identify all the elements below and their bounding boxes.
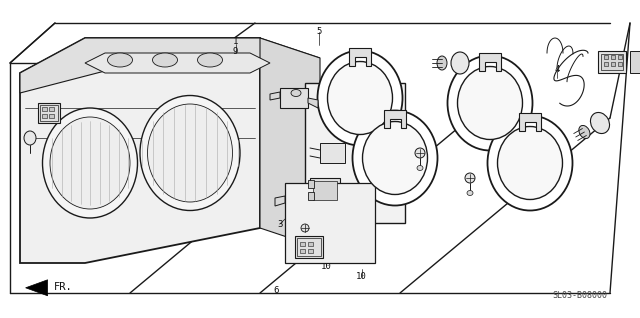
Bar xyxy=(38,103,60,123)
Ellipse shape xyxy=(488,115,573,211)
Ellipse shape xyxy=(24,131,36,145)
Bar xyxy=(310,178,340,203)
Polygon shape xyxy=(349,48,371,66)
Text: 1: 1 xyxy=(233,37,238,46)
Text: 7: 7 xyxy=(401,170,406,179)
Polygon shape xyxy=(20,38,260,263)
Ellipse shape xyxy=(140,95,240,211)
Ellipse shape xyxy=(317,51,403,146)
Polygon shape xyxy=(26,280,47,296)
Polygon shape xyxy=(260,38,320,248)
Polygon shape xyxy=(20,38,320,93)
Ellipse shape xyxy=(301,224,309,232)
Bar xyxy=(308,192,314,200)
Ellipse shape xyxy=(591,113,609,134)
Bar xyxy=(598,51,626,73)
Bar xyxy=(611,55,615,59)
Bar xyxy=(49,114,54,118)
Ellipse shape xyxy=(328,61,392,135)
Ellipse shape xyxy=(50,117,130,209)
Ellipse shape xyxy=(458,66,522,140)
Text: 2: 2 xyxy=(346,190,351,199)
Bar xyxy=(305,83,405,223)
Text: 4: 4 xyxy=(554,66,559,74)
Text: 8: 8 xyxy=(196,117,201,126)
Polygon shape xyxy=(308,98,318,108)
Text: 10: 10 xyxy=(321,262,332,271)
Text: SL03-B08000: SL03-B08000 xyxy=(552,292,607,301)
Polygon shape xyxy=(270,92,280,100)
Bar xyxy=(313,181,337,200)
Text: 10: 10 xyxy=(356,272,367,281)
Ellipse shape xyxy=(417,165,423,170)
Ellipse shape xyxy=(415,148,425,158)
Bar xyxy=(300,249,305,253)
Text: 6: 6 xyxy=(274,287,279,295)
Text: 3: 3 xyxy=(317,208,323,217)
Ellipse shape xyxy=(152,53,177,67)
Ellipse shape xyxy=(579,125,590,139)
Text: 2: 2 xyxy=(294,205,299,214)
Text: 6: 6 xyxy=(68,145,73,154)
Bar xyxy=(320,143,345,163)
Bar xyxy=(618,62,622,66)
Ellipse shape xyxy=(108,53,132,67)
Polygon shape xyxy=(275,196,285,206)
Bar xyxy=(42,107,47,111)
Bar xyxy=(611,62,615,66)
Ellipse shape xyxy=(147,104,232,202)
Bar xyxy=(308,180,314,188)
Text: 5: 5 xyxy=(316,27,321,36)
Ellipse shape xyxy=(198,53,223,67)
Ellipse shape xyxy=(467,190,473,196)
Bar xyxy=(308,242,313,246)
Ellipse shape xyxy=(362,121,428,195)
Polygon shape xyxy=(479,53,501,71)
Bar xyxy=(297,238,321,256)
Ellipse shape xyxy=(291,89,301,96)
Ellipse shape xyxy=(437,56,447,70)
Ellipse shape xyxy=(465,173,475,183)
Text: 9: 9 xyxy=(233,47,238,56)
Polygon shape xyxy=(384,110,406,128)
Bar xyxy=(308,249,313,253)
Bar xyxy=(618,55,622,59)
Ellipse shape xyxy=(497,127,563,199)
Bar xyxy=(40,105,58,121)
Polygon shape xyxy=(85,53,270,73)
Ellipse shape xyxy=(451,52,469,74)
Bar xyxy=(285,183,375,263)
Bar xyxy=(280,88,308,108)
Bar xyxy=(630,51,640,73)
Bar xyxy=(604,62,608,66)
Bar xyxy=(604,55,608,59)
Polygon shape xyxy=(519,113,541,131)
Bar xyxy=(300,242,305,246)
Bar xyxy=(295,236,323,258)
Bar xyxy=(42,114,47,118)
Ellipse shape xyxy=(447,56,532,150)
Bar xyxy=(49,107,54,111)
Text: 8: 8 xyxy=(287,242,292,251)
Bar xyxy=(601,54,623,70)
Text: FR.: FR. xyxy=(54,282,72,292)
Ellipse shape xyxy=(42,108,138,218)
Ellipse shape xyxy=(353,110,438,205)
Text: 3: 3 xyxy=(277,220,282,229)
